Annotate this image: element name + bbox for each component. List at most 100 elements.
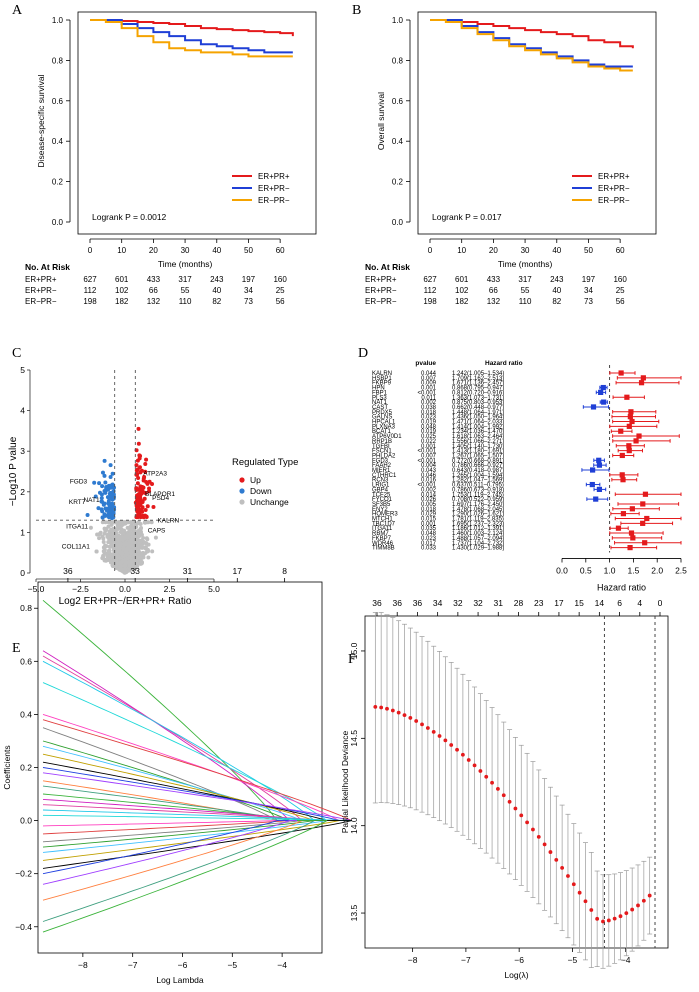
forest-hr-text: 1.753(1.119–2.745) <box>452 492 504 498</box>
risk-cell: 433 <box>487 275 501 284</box>
cv-xtick-label: −7 <box>461 955 471 965</box>
forest-point <box>620 477 626 483</box>
volcano-point-unchange <box>141 535 146 540</box>
cv-point <box>630 907 635 912</box>
volcano-gene-label: FGD3 <box>70 479 88 486</box>
volcano-xtick-label: 0.0 <box>119 584 131 594</box>
forest-hr-text: 0.772(0.668–0.891) <box>452 458 504 464</box>
volcano-point-up <box>143 507 148 512</box>
forest-gene-label: FGD3 <box>372 458 389 464</box>
volcano-point-down <box>108 485 113 490</box>
km-xtick-label: 40 <box>552 246 561 255</box>
forest-xtick-label: 2.0 <box>651 565 663 575</box>
forest-point <box>627 545 633 551</box>
forest-point <box>601 399 607 405</box>
risk-cell: 102 <box>115 286 129 295</box>
volcano-point-unchange <box>101 545 106 550</box>
risk-cell: 627 <box>83 275 97 284</box>
volcano-point-unchange <box>128 560 133 565</box>
lasso-toptick-label: 17 <box>233 566 243 576</box>
cv-point <box>618 914 623 919</box>
volcano-gene-label: BLAPOR1 <box>145 491 175 498</box>
volcano-point-unchange <box>115 545 120 550</box>
cv-point <box>606 918 611 923</box>
forest-hr-text: 1.265(1.004–1.594) <box>452 473 504 479</box>
km-ylabel-A: Disease-specific survival <box>36 74 46 167</box>
risk-cell: 66 <box>149 286 158 295</box>
volcano-point-unchange <box>120 530 125 535</box>
volcano-point-unchange <box>110 560 115 565</box>
forest-point <box>640 375 646 381</box>
forest-point <box>629 506 635 512</box>
volcano-point-down <box>111 507 116 512</box>
forest-gene-label: FSCN1 <box>372 449 392 455</box>
forest-gene-label: ITGA11 <box>372 526 393 532</box>
forest-hr-text: 1.186(1.012–1.391) <box>452 526 504 532</box>
forest-pvalue: 0.023 <box>421 536 437 542</box>
volcano-point-unchange <box>122 541 127 546</box>
forest-point <box>619 452 625 459</box>
km-curve-2 <box>430 19 633 72</box>
km-xtick-label: 10 <box>457 246 466 255</box>
volcano-point-unchange <box>97 532 102 537</box>
cv-xtick-label: −5 <box>568 955 578 965</box>
forest-point <box>590 467 596 473</box>
forest-gene-label: HSBP1 <box>372 376 392 382</box>
forest-header-hr: Hazard ratio <box>485 360 523 367</box>
risk-cell: 73 <box>584 297 593 306</box>
km-ytick-label: 0.6 <box>392 97 404 106</box>
volcano-point-up <box>136 513 141 518</box>
km-ytick-label: 1.0 <box>392 16 404 25</box>
cv-point <box>577 890 582 895</box>
forest-gene-label: WDR46 <box>372 541 394 547</box>
lasso-ytick-label: 0.4 <box>20 709 32 719</box>
volcano-point-up <box>135 493 140 498</box>
risk-cell: 82 <box>552 297 561 306</box>
forest-point <box>630 535 636 541</box>
km-legend-label: ER+PR+ <box>598 172 630 181</box>
forest-gene-label: GBP4 <box>372 487 389 493</box>
risk-cell: 160 <box>613 275 627 284</box>
cv-point <box>472 763 477 768</box>
cv-point <box>554 858 559 862</box>
volcano-point-up <box>143 461 148 466</box>
km-xtick-label: 10 <box>117 246 126 255</box>
cv-point <box>647 893 652 898</box>
km-xtick-label: 60 <box>276 246 285 255</box>
cv-point <box>589 908 594 912</box>
volcano-point-unchange <box>100 520 105 525</box>
cv-point <box>525 820 529 825</box>
cv-toptick-label: 34 <box>433 598 443 608</box>
cv-point <box>425 726 430 730</box>
volcano-ytick-label: 1 <box>20 527 25 537</box>
km-frame-B <box>417 11 657 235</box>
lasso-toptick-label: 33 <box>130 566 140 576</box>
forest-gene-label: KALRN <box>372 371 392 377</box>
forest-point <box>626 448 632 454</box>
volcano-point-up <box>139 491 144 496</box>
forest-gene-label: TIMM8B <box>372 546 395 552</box>
volcano-point-up <box>138 484 143 489</box>
risk-table-title: No. At Risk <box>25 262 70 272</box>
cv-toptick-label: 36 <box>413 598 423 608</box>
volcano-point-unchange <box>88 525 93 530</box>
volcano-point-unchange <box>102 526 107 531</box>
volcano-point-down <box>110 471 115 476</box>
risk-cell: 601 <box>455 275 469 284</box>
volcano-point-unchange <box>105 532 110 537</box>
volcano-point-up <box>151 504 156 509</box>
cv-point <box>449 743 454 747</box>
cv-point <box>624 911 629 916</box>
volcano-ytick-label: 3 <box>20 446 25 456</box>
forest-gene-label: BCAT1 <box>372 429 392 435</box>
forest-pvalue: 0.002 <box>421 487 437 493</box>
volcano-point-unchange <box>119 567 124 572</box>
forest-hr-text: 1.556(1.066–2.271) <box>452 439 504 445</box>
risk-cell: 25 <box>276 286 285 295</box>
volcano-point-unchange <box>132 555 137 560</box>
volcano-point-unchange <box>110 563 115 568</box>
volcano-point-unchange <box>127 567 132 572</box>
volcano-point-unchange <box>136 520 141 525</box>
lasso-coef-path <box>42 804 328 822</box>
forest-pvalue: 0.014 <box>421 492 437 498</box>
